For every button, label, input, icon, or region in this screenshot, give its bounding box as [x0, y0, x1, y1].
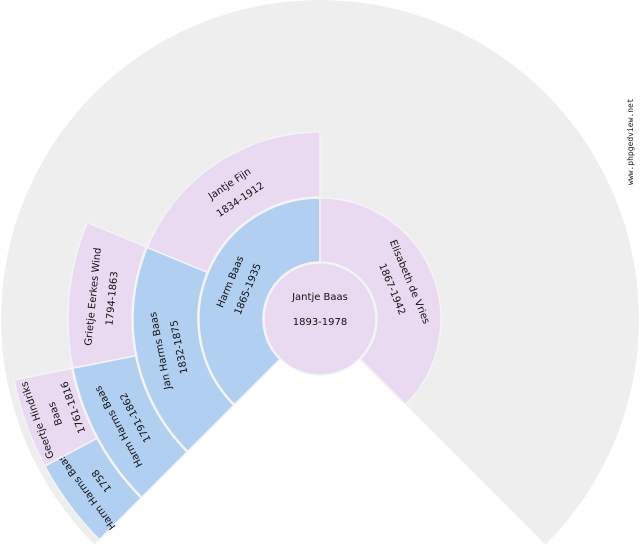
- segment-shape[interactable]: [319, 197, 442, 406]
- person-dates: 1794-1863: [104, 271, 120, 326]
- ancestor-segment[interactable]: Jan Harms Baas1832-1875: [132, 246, 235, 453]
- ancestor-segment[interactable]: Harm Harms Baas1791-1862: [71, 354, 189, 499]
- root-name: Jantje Baas: [291, 292, 348, 303]
- segment-shape[interactable]: [146, 131, 321, 274]
- segment-shape[interactable]: [13, 367, 98, 468]
- root-dates: 1893-1978: [293, 317, 348, 328]
- segment-shape[interactable]: [198, 197, 321, 406]
- ancestor-segment[interactable]: Elisabeth de Vries1867-1942: [319, 197, 442, 406]
- watermark: www.phpgedview.net: [626, 98, 635, 185]
- ancestor-segment[interactable]: Harm Harms Baas1758: [43, 437, 143, 541]
- segment-shape[interactable]: [67, 221, 148, 370]
- root-person[interactable]: Jantje Baas 1893-1978: [263, 262, 377, 376]
- ancestor-segment[interactable]: Jantje Fijn1834-1912: [146, 131, 321, 274]
- ancestor-segment[interactable]: Grietje Eerkes Wind1794-1863: [67, 221, 148, 370]
- root-circle[interactable]: [263, 262, 377, 376]
- ancestor-segment[interactable]: Harm Baas1865-1935: [198, 197, 321, 406]
